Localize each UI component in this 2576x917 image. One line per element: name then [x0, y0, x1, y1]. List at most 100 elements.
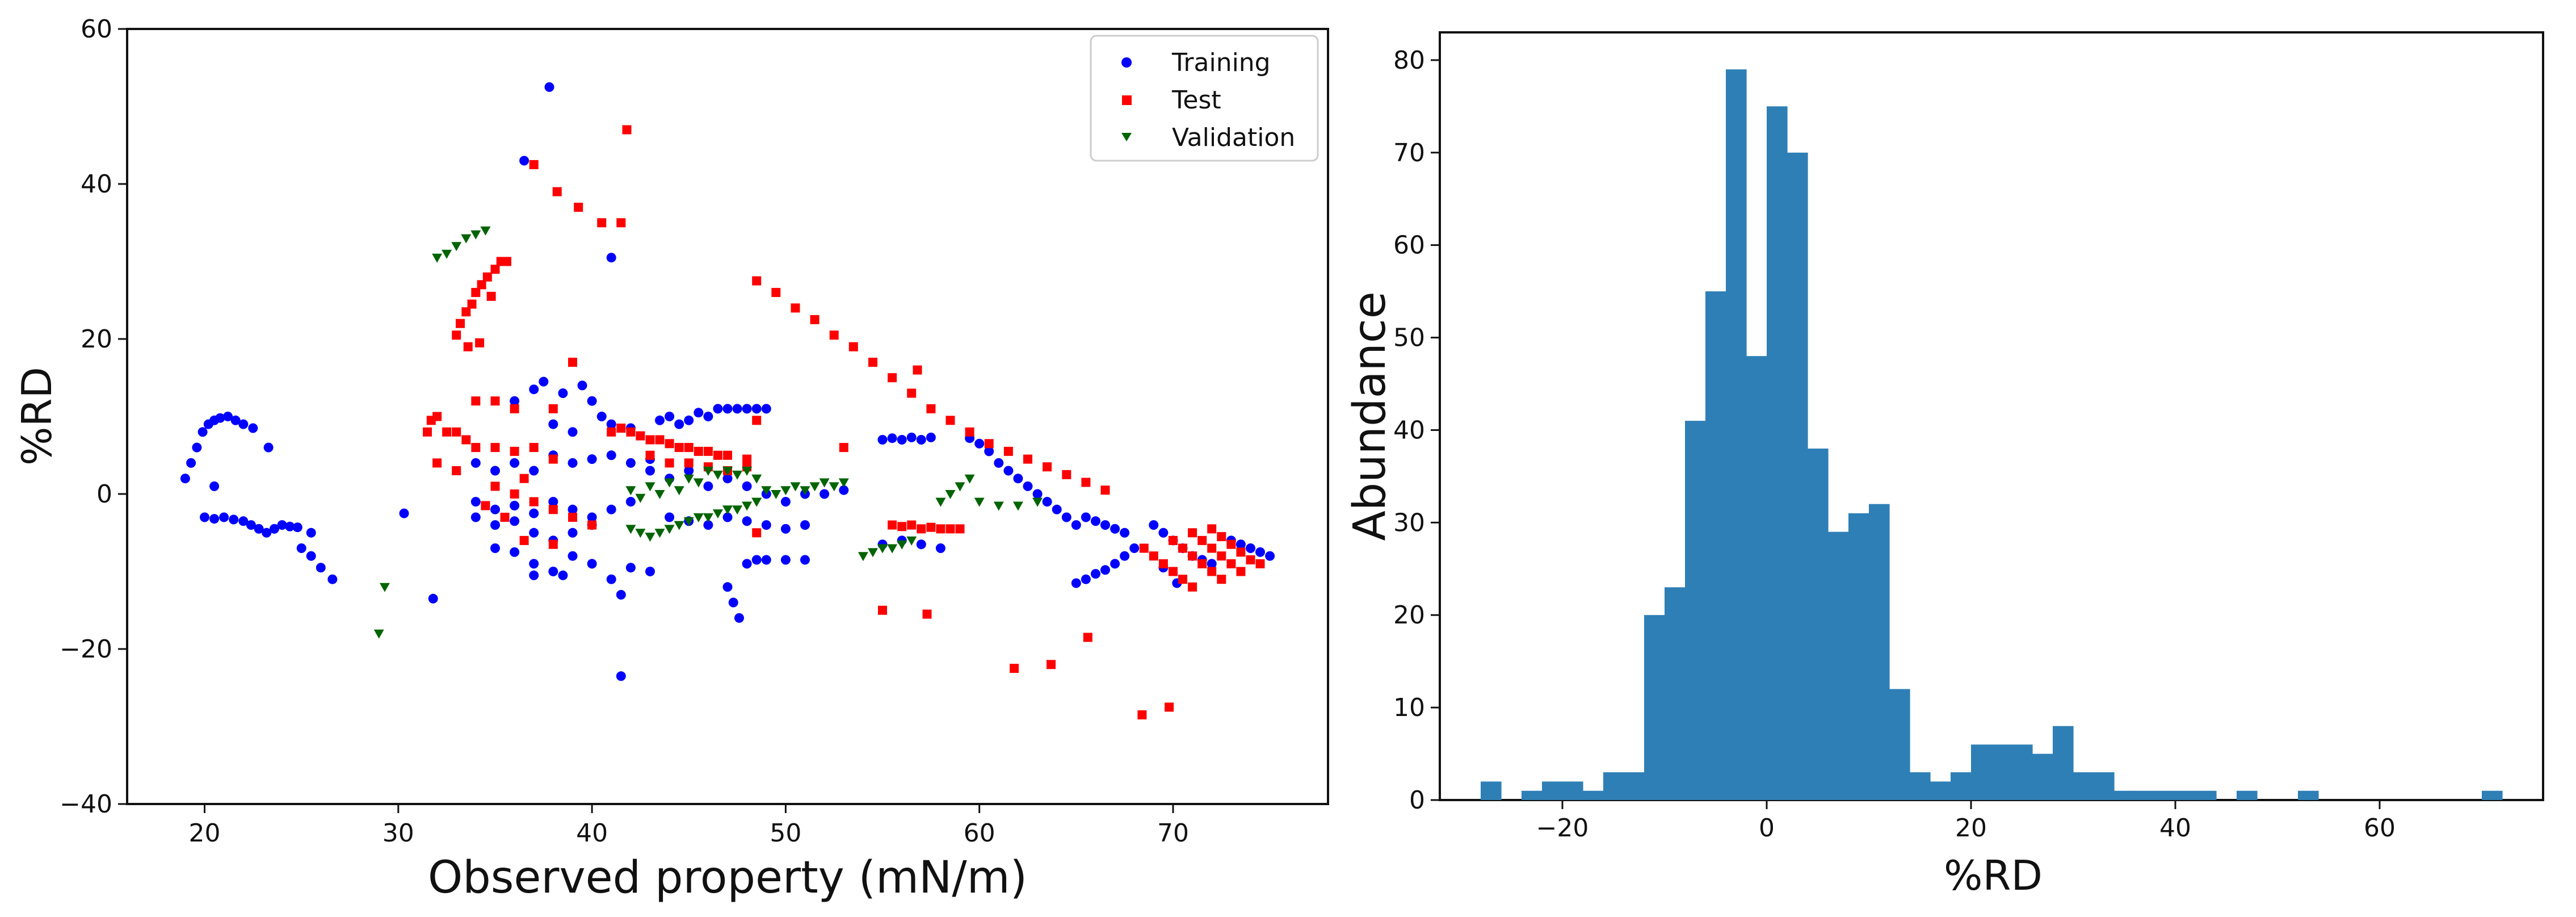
- scatter-point-test-3: [574, 203, 583, 212]
- scatter-x-tick-label: 30: [383, 819, 414, 848]
- scatter-point-test-120: [1207, 543, 1217, 553]
- scatter-point-test-36: [548, 454, 558, 464]
- scatter-point-training-64: [625, 497, 636, 507]
- histogram-x-tick-label: 60: [2364, 814, 2396, 843]
- scatter-point-training-72: [490, 543, 500, 553]
- scatter-point-training-37: [539, 376, 549, 387]
- histogram-bar-18: [1848, 513, 1869, 800]
- scatter-point-test-125: [1217, 532, 1226, 542]
- scatter-point-test-75: [848, 342, 858, 351]
- scatter-point-test-29: [568, 358, 577, 367]
- scatter-point-training-111: [722, 512, 733, 522]
- scatter-point-test-45: [519, 474, 529, 483]
- scatter-point-training-101: [722, 474, 733, 484]
- scatter-point-validation-33: [732, 505, 743, 515]
- scatter-point-test-89: [913, 365, 922, 375]
- scatter-point-validation-8: [625, 486, 636, 496]
- scatter-point-training-19: [262, 527, 272, 538]
- scatter-point-training-128: [916, 435, 926, 445]
- scatter-point-training-127: [906, 432, 917, 442]
- scatter-point-test-18: [486, 291, 496, 301]
- scatter-point-test-100: [922, 609, 932, 619]
- scatter-point-training-49: [529, 466, 539, 476]
- scatter-point-test-115: [1197, 559, 1207, 568]
- scatter-point-training-58: [510, 501, 520, 510]
- scatter-point-test-106: [1139, 543, 1149, 553]
- scatter-point-training-117: [728, 597, 738, 608]
- histogram-plot-area: [1439, 31, 2544, 801]
- scatter-x-tick-label: 40: [576, 819, 608, 848]
- scatter-point-training-47: [490, 466, 500, 476]
- legend-marker-test: [1122, 95, 1132, 105]
- scatter-point-validation-31: [712, 509, 723, 519]
- scatter-point-training-110: [703, 520, 713, 530]
- scatter-point-test-22: [442, 427, 452, 437]
- scatter-point-validation-7: [379, 583, 390, 592]
- scatter-point-test-76: [868, 358, 877, 367]
- scatter-point-validation-11: [654, 490, 665, 499]
- histogram-y-tick-label: 40: [1393, 416, 1425, 445]
- scatter-x-tick-label: 50: [770, 819, 801, 848]
- scatter-point-training-36: [529, 384, 539, 395]
- scatter-point-training-140: [1023, 481, 1033, 491]
- scatter-point-training-108: [665, 512, 675, 522]
- scatter-x-tick-label: 70: [1157, 819, 1189, 848]
- scatter-point-training-86: [665, 412, 675, 421]
- scatter-point-validation-52: [945, 490, 956, 499]
- scatter-point-training-22: [285, 521, 295, 531]
- scatter-point-test-2: [552, 187, 562, 196]
- scatter-point-test-38: [510, 489, 519, 499]
- scatter-point-test-6: [452, 330, 461, 340]
- scatter-point-training-155: [1110, 559, 1120, 569]
- legend-marker-validation: [1121, 133, 1132, 141]
- histogram-bar-8: [1644, 615, 1665, 800]
- scatter-y-tick-label: 40: [81, 170, 112, 199]
- scatter-point-test-119: [1197, 535, 1207, 545]
- scatter-point-training-62: [587, 512, 597, 522]
- legend-label-validation: Validation: [1172, 123, 1295, 152]
- histogram-bar-19: [1869, 504, 1890, 800]
- scatter-point-test-61: [742, 454, 752, 464]
- scatter-point-test-86: [1062, 470, 1071, 479]
- scatter-point-training-99: [684, 466, 694, 476]
- scatter-x-axis: 20 30 40 50 60 70: [189, 804, 1189, 848]
- scatter-point-training-3: [197, 427, 208, 437]
- scatter-point-training-23: [292, 522, 302, 533]
- scatter-point-test-84: [1023, 454, 1032, 464]
- scatter-point-validation-55: [974, 497, 985, 507]
- scatter-point-training-138: [1003, 466, 1014, 476]
- scatter-point-training-100: [703, 481, 713, 491]
- scatter-point-validation-30: [703, 513, 713, 522]
- scatter-point-test-49: [616, 424, 626, 433]
- scatter-point-training-78: [606, 574, 616, 584]
- scatter-point-validation-48: [887, 544, 898, 554]
- scatter-point-test-0: [622, 125, 632, 135]
- scatter-point-validation-3: [461, 234, 472, 244]
- scatter-point-test-95: [926, 522, 936, 532]
- scatter-point-training-83: [616, 590, 626, 600]
- legend-label-test: Test: [1171, 86, 1221, 115]
- scatter-point-training-40: [587, 396, 597, 406]
- histogram-bar-37: [2237, 790, 2258, 800]
- scatter-point-validation-17: [712, 470, 723, 480]
- scatter-point-training-145: [1071, 520, 1081, 530]
- scatter-point-validation-37: [771, 490, 781, 499]
- scatter-point-test-77: [888, 373, 897, 383]
- scatter-point-training-123: [800, 555, 810, 565]
- scatter-point-validation-43: [829, 482, 839, 492]
- scatter-point-test-33: [490, 443, 500, 453]
- histogram-bar-4: [1562, 781, 1583, 800]
- scatter-point-training-30: [399, 508, 409, 518]
- scatter-point-training-2: [192, 442, 202, 453]
- legend-marker-training: [1121, 57, 1132, 68]
- histogram-bar-7: [1624, 772, 1645, 800]
- scatter-point-test-74: [829, 330, 839, 340]
- scatter-point-training-102: [742, 481, 752, 491]
- scatter-point-test-53: [655, 435, 665, 445]
- scatter-point-test-90: [839, 443, 848, 453]
- scatter-point-validation-47: [877, 544, 888, 554]
- scatter-point-test-27: [510, 404, 519, 413]
- scatter-point-training-76: [568, 551, 578, 561]
- scatter-point-test-78: [907, 388, 917, 398]
- scatter-point-test-19: [423, 427, 432, 437]
